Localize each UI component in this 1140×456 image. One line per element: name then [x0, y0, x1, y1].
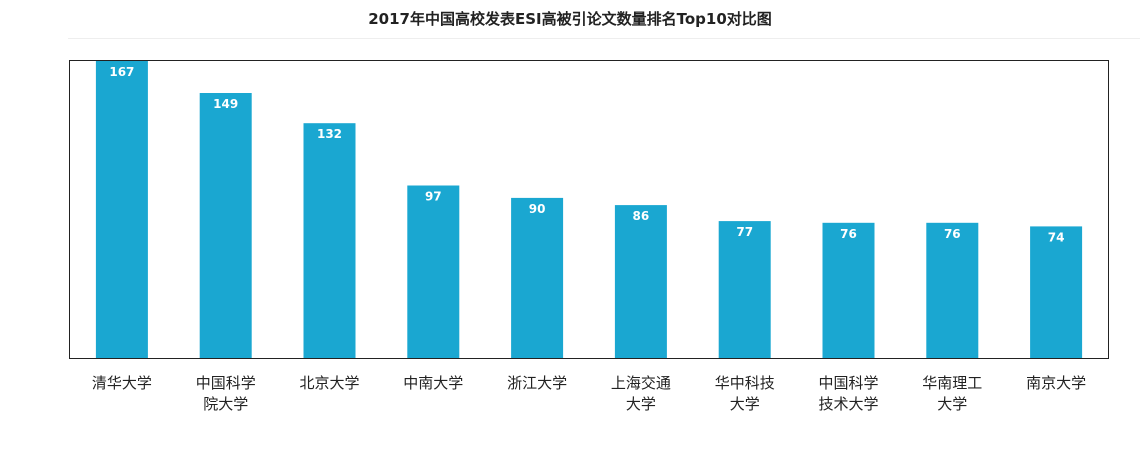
- category-label: 华中科技: [715, 374, 775, 392]
- bar: [822, 222, 875, 358]
- category-label: 南京大学: [1026, 374, 1086, 392]
- bar: [926, 222, 979, 358]
- category-label: 浙江大学: [507, 374, 567, 392]
- category-label: 技术大学: [818, 395, 878, 413]
- category-label: 中国科学: [196, 374, 256, 392]
- bar: [199, 93, 252, 358]
- bar: [407, 185, 460, 358]
- title-divider: [68, 38, 1140, 39]
- bar: [511, 197, 564, 358]
- bar-value-label: 132: [317, 127, 342, 141]
- category-label: 大学: [730, 395, 760, 413]
- category-label: 华南理工: [922, 374, 982, 392]
- category-label: 北京大学: [299, 374, 359, 392]
- category-label: 中南大学: [403, 374, 463, 392]
- bar-value-label: 77: [736, 225, 753, 239]
- category-label: 院大学: [203, 395, 248, 413]
- bars-group: 167 149 132 97 90 86 77 76 76 74: [95, 61, 1083, 358]
- bar-value-label: 86: [633, 209, 650, 223]
- category-label: 中国科学: [818, 374, 878, 392]
- bar-value-label: 167: [109, 65, 134, 79]
- category-label: 上海交通: [611, 374, 671, 392]
- category-label: 清华大学: [92, 374, 152, 392]
- plot-frame: [69, 60, 1109, 359]
- category-label: 大学: [937, 395, 967, 413]
- bar: [303, 123, 356, 358]
- bar-value-label: 74: [1048, 230, 1065, 244]
- bar: [1030, 226, 1083, 358]
- bar: [718, 221, 771, 358]
- bar-value-label: 90: [529, 202, 546, 216]
- bar-value-label: 97: [425, 190, 442, 204]
- chart-title: 2017年中国高校发表ESI高被引论文数量排名Top10对比图: [368, 10, 772, 28]
- category-label: 大学: [626, 395, 656, 413]
- bar: [614, 205, 667, 358]
- bar-value-label: 149: [213, 97, 238, 111]
- bar: [95, 61, 148, 358]
- bar-value-label: 76: [840, 227, 857, 241]
- bar-value-label: 76: [944, 227, 961, 241]
